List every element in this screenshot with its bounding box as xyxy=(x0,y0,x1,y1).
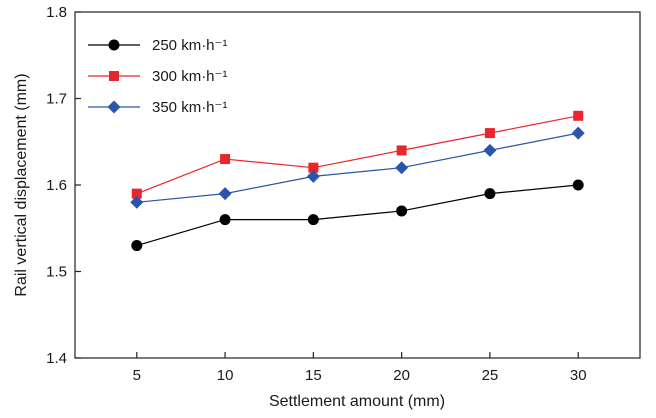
x-tick-label: 5 xyxy=(133,367,141,384)
x-tick-label: 10 xyxy=(217,367,234,384)
legend-label: 300 km·h⁻¹ xyxy=(152,68,227,85)
y-tick-label: 1.8 xyxy=(46,4,67,21)
legend-item: 300 km·h⁻¹ xyxy=(88,68,227,85)
data-point xyxy=(396,145,407,156)
series-line xyxy=(136,132,579,203)
x-axis-label: Settlement amount (mm) xyxy=(269,393,445,410)
y-tick-label: 1.6 xyxy=(46,177,67,194)
legend-item: 350 km·h⁻¹ xyxy=(88,99,227,116)
y-axis-ticks: 1.4 1.5 1.6 1.7 1.8 xyxy=(46,4,81,367)
data-point xyxy=(218,187,232,201)
legend-item: 250 km·h⁻¹ xyxy=(88,37,227,54)
y-tick-label: 1.4 xyxy=(46,350,67,367)
series-line xyxy=(136,115,579,195)
legend: 250 km·h⁻¹ 300 km·h⁻¹ 350 km·h⁻¹ xyxy=(88,37,227,116)
legend-marker xyxy=(108,39,120,51)
series-2 xyxy=(130,126,585,209)
legend-marker xyxy=(109,71,119,81)
series-layer xyxy=(130,110,585,252)
data-point xyxy=(308,162,319,173)
legend-label: 250 km·h⁻¹ xyxy=(152,37,227,54)
data-point xyxy=(396,205,408,217)
data-point xyxy=(307,214,319,226)
data-point xyxy=(484,188,496,200)
data-point xyxy=(395,161,409,175)
data-point xyxy=(220,154,231,165)
data-point xyxy=(573,110,584,121)
series-line xyxy=(136,184,579,247)
data-point xyxy=(130,195,144,209)
data-point xyxy=(483,143,497,157)
data-point xyxy=(306,169,320,183)
x-tick-label: 20 xyxy=(393,367,410,384)
y-tick-label: 1.7 xyxy=(46,91,67,108)
x-tick-label: 30 xyxy=(570,367,587,384)
series-1 xyxy=(131,110,584,199)
data-point xyxy=(484,128,495,139)
data-point xyxy=(131,188,142,199)
x-axis-ticks: 5 10 15 20 25 30 xyxy=(133,352,587,384)
data-point xyxy=(131,240,143,252)
y-tick-label: 1.5 xyxy=(46,264,67,281)
legend-marker xyxy=(107,100,121,114)
series-0 xyxy=(131,179,584,252)
x-tick-label: 15 xyxy=(305,367,322,384)
data-point xyxy=(572,179,584,191)
y-axis-label: Rail vertical displacement (mm) xyxy=(13,73,30,296)
legend-label: 350 km·h⁻¹ xyxy=(152,99,227,116)
x-tick-label: 25 xyxy=(482,367,499,384)
data-point xyxy=(219,214,231,226)
data-point xyxy=(571,126,585,140)
